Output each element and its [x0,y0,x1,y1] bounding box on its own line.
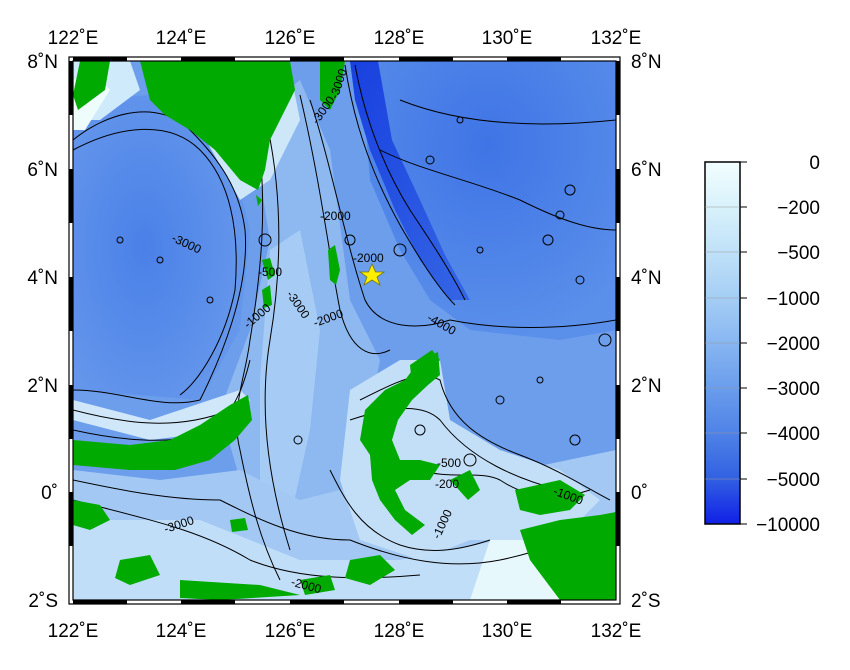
sulawesi-east [73,500,110,530]
lon-label-top: 126˚E [265,28,316,49]
obi-islands [345,555,395,585]
contour-label: -200 [435,477,459,491]
colorbar-label: −5000 [767,470,820,491]
lat-label-right: 2˚N [631,376,662,397]
lat-label-left: 6˚N [27,160,58,181]
sangihe-island-2 [262,258,275,280]
talaud-island [328,245,340,285]
bathymetry [73,61,616,600]
sangihe-island-3 [262,285,272,308]
colorbar-label: −500 [777,243,820,264]
banggai [180,580,300,600]
colorbar-label: −10000 [756,515,820,536]
lat-label-right: 8˚N [631,52,662,73]
mindanao-west [73,61,110,110]
sulawesi-north [73,395,252,470]
lon-label-bottom: 132˚E [591,621,642,642]
bathymetry-contours [73,64,616,581]
colorbar-label: −2000 [767,334,820,355]
depth-colorbar: 0 −200 −500 −1000 −2000 −3000 −4000 −500… [704,153,820,536]
lat-label-left: 8˚N [27,52,58,73]
lon-label-top: 124˚E [156,28,207,49]
lon-label-bottom: 122˚E [48,621,99,642]
lon-label-top: 128˚E [374,28,425,49]
map-frame [68,56,621,605]
lon-label-bottom: 124˚E [156,621,207,642]
new-guinea-west [515,480,585,515]
lon-label-bottom: 128˚E [374,621,425,642]
lat-label-left: 2˚N [27,376,58,397]
lat-label-left: 4˚N [27,268,58,289]
lon-label-top: 130˚E [482,28,533,49]
morotai [410,350,440,385]
sula-islands [115,555,160,585]
waigeo [520,512,616,600]
colorbar-label: −3000 [767,379,820,400]
land [73,61,616,600]
lat-label-right: 4˚N [631,268,662,289]
colorbar-label: −4000 [767,424,820,445]
lon-label-top: 122˚E [48,28,99,49]
islet-1 [230,518,248,532]
mindanao-north [140,61,295,190]
halmahera-east [450,470,480,500]
station-star-marker [358,263,386,286]
lat-label-left: 0˚ [41,483,58,504]
islet-2 [300,575,335,595]
colorbar-label: −200 [777,198,820,219]
contour-label: -2000 [353,251,384,265]
contour-label: -500 [258,265,282,279]
lon-label-bottom: 126˚E [265,621,316,642]
lon-label-top: 132˚E [591,28,642,49]
lon-label-bottom: 130˚E [482,621,533,642]
lat-label-right: 2˚S [631,591,661,612]
contour-label: -500 [437,456,461,470]
mindanao-east [320,61,345,110]
left-latitude-labels: 8˚N 6˚N 4˚N 2˚N 0˚ 2˚S [27,52,58,612]
halmahera [360,352,440,535]
lat-label-left: 2˚S [28,591,58,612]
colorbar-label: 0 [809,153,820,174]
colorbar-label: −1000 [767,289,820,310]
bottom-longitude-labels: 122˚E 124˚E 126˚E 128˚E 130˚E 132˚E [48,621,642,642]
sangihe-island-1 [256,195,262,206]
lat-label-right: 0˚ [631,483,648,504]
right-latitude-labels: 8˚N 6˚N 4˚N 2˚N 0˚ 2˚S [631,52,662,612]
contour-label: -2000 [320,209,351,223]
lat-label-right: 6˚N [631,160,662,181]
top-longitude-labels: 122˚E 124˚E 126˚E 128˚E 130˚E 132˚E [48,28,642,49]
